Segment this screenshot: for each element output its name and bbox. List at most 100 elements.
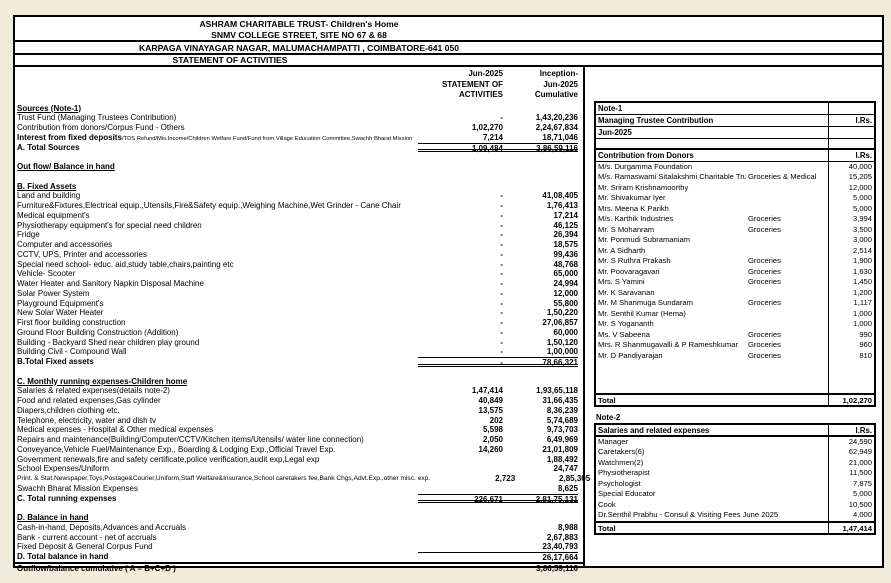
blank-row [596, 361, 874, 372]
row-label: Contribution from donors/Corpus Fund - O… [17, 123, 185, 132]
column-header-jun2025: Jun-2025 STATEMENT OF ACTIVITIES [441, 69, 503, 99]
section-heading-row: B. Fixed Assets [15, 182, 583, 192]
donor-row: Mrs. R Shanmugavalli & P Rameshkumar Groc… [596, 340, 874, 351]
row-label: Trust Fund (Managing Trustees Contributi… [17, 113, 177, 123]
statement-item-row: Building Civil - Compound Wall - 1,00,000 [15, 347, 583, 357]
jun-2025-value [418, 484, 503, 494]
donation-category: Groceries [746, 224, 783, 235]
row-label: Medical equipment's [17, 210, 90, 220]
row-label [15, 152, 418, 162]
donor-row: Mr. Sriram Krishnamoorthy 12,000 [596, 182, 874, 193]
jun-2025-value [418, 542, 503, 552]
donation-amount: 1,000 [828, 319, 874, 330]
jun-2025-value: 5,598 [482, 425, 503, 435]
donor-row: M/s. Durgamma Foundation 40,000 [596, 161, 874, 172]
donor-name: Mr. Shivakumar Iyer [598, 193, 666, 202]
donor-row: Mr. D Pandiyarajan Groceries 810 [596, 350, 874, 361]
jun-2025-value: 14,260 [478, 444, 503, 454]
statement-title-row: STATEMENT OF ACTIVITIES [15, 55, 882, 67]
note2-total-label: Total [598, 523, 616, 533]
jun-2025-value: - [500, 113, 503, 123]
donor-row: Mr. Senthil Kumar (Hema) 1,000 [596, 308, 874, 319]
donor-row: Ms. V Sabeena Groceries 990 [596, 329, 874, 340]
cumulative-value: 2,24,67,834 [535, 123, 578, 132]
row-label: Diapers,children clothing etc. [17, 405, 120, 415]
donor-name [596, 382, 828, 393]
blank-row [596, 371, 874, 382]
donor-name: Mr. Sriram Krishnamoorthy [598, 182, 689, 192]
cumulative-value: 48,768 [553, 259, 578, 269]
donation-amount: 3,500 [828, 224, 874, 235]
donation-amount: 960 [828, 340, 874, 351]
statement-rows: Sources (Note-1) Trust Fund (Managing Tru… [15, 104, 590, 573]
donation-category: Groceries [746, 266, 783, 277]
statement-item-row: CCTV, UPS, Printer and accessories - 99,43… [15, 250, 583, 260]
salaries-header-label: Salaries and related expenses [598, 425, 710, 435]
donation-category: Groceries [746, 214, 783, 224]
cumulative-value: 46,125 [553, 220, 578, 230]
jun-2025-value: - [500, 201, 503, 210]
row-label: Food and related expenses,Gas cylinder [17, 396, 161, 405]
jun-2025-value: 1,47,414 [471, 386, 503, 396]
cumulative-value [503, 377, 578, 387]
note2-title: Note-2 [596, 412, 621, 422]
salary-role: Physiotherapist [598, 468, 650, 477]
row-label: Building - Backyard Shed near children p… [17, 337, 200, 347]
donor-name: M/s. Karthik Industries Groceries [598, 214, 783, 224]
donor-name: Mr. Poovaragavan Groceries [598, 266, 783, 277]
salary-row: Psychologist 7,875 [596, 478, 874, 489]
cumulative-value [503, 162, 578, 172]
row-label: Fixed Deposit & General Corpus Fund [17, 542, 153, 552]
row-label: First floor building construction [17, 318, 126, 327]
jun-2025-value [418, 152, 503, 162]
row-label [15, 172, 418, 182]
note1-blank-row [596, 139, 874, 150]
jun-2025-value: - [500, 327, 503, 337]
donor-name: Mrs. S Yamini Groceries [598, 277, 783, 287]
statement-item-row: Physiotherapy equipment's for special ne… [15, 221, 583, 231]
statement-item-row: Repairs and maintenance(Building/Compute… [15, 435, 583, 445]
donor-row: Mr. Poovaragavan Groceries 1,630 [596, 266, 874, 277]
row-label: Physiotherapy equipment's for special ne… [17, 220, 202, 230]
managing-trustee-label: Managing Trustee Contribution [598, 116, 714, 125]
row-label: Furniture&Fixtures,Electrical equip.,Ute… [17, 201, 401, 210]
jun-2025-value [418, 162, 503, 172]
donor-name: Mr. D Pandiyarajan Groceries [598, 350, 783, 361]
jun-2025-value: 7,214 [482, 132, 503, 142]
salary-row: Watchmen(2) 21,000 [596, 457, 874, 468]
cumulative-value: 1,50,220 [546, 308, 578, 318]
column-header-cumulative: Inception- Jun-2025 Cumulative [534, 69, 578, 99]
row-label: Solar Power System [17, 288, 90, 298]
salary-amount: 11,500 [828, 468, 874, 479]
statement-item-row: Fridge - 26,394 [15, 230, 583, 240]
salary-amount: 24,590 [828, 436, 874, 447]
cumulative-value: 1,00,000 [546, 347, 578, 357]
cumulative-value: 8,36,239 [546, 405, 578, 415]
donor-name: Mr. A Sidharth [598, 245, 646, 255]
note2-total-row: Total 1,47,414 [596, 520, 874, 533]
jun-2025-value: - [500, 269, 503, 279]
donor-name: Mrs. Meena K Parikh [598, 203, 669, 213]
donor-name: Mr. Senthil Kumar (Hema) [598, 308, 686, 318]
statement-item-row: Diapers,children clothing etc. 13,575 8,36… [15, 406, 583, 416]
salary-row: Caretakers(6) 62,949 [596, 447, 874, 458]
donor-row: Mr. S Yogananth 1,000 [596, 319, 874, 330]
note1-total-label: Total [598, 395, 616, 405]
jun-2025-value [418, 182, 503, 192]
statement-total-row: B.Total Fixed assets -78,66,321 [15, 357, 583, 367]
statement-total-row: A. Total Sources 1,09,484 3,86,59,116 [15, 142, 583, 153]
jun-2025-value [418, 367, 503, 377]
cumulative-value: 17,214 [553, 210, 578, 220]
statement-item-row: Conveyance,Vehicle Fuel/Maintenance Exp.… [15, 445, 583, 455]
jun-2025-value [418, 533, 503, 543]
row-label: A. Total Sources [17, 142, 80, 152]
salary-rows: Manager 24,590 Caretakers(6) 62,949 Watchmen… [596, 436, 874, 521]
row-label: CCTV, UPS, Printer and accessories [17, 249, 147, 259]
row-label: Interest from fixed deposits/TDS Refund/… [17, 132, 413, 142]
jun-2025-value: 2,050 [482, 435, 503, 444]
donor-name: M/s. Durgamma Foundation [598, 161, 693, 171]
period-label: Jun-2025 [598, 128, 632, 137]
jun-2025-value [418, 564, 503, 572]
cumulative-value: 2,67,883 [546, 532, 578, 542]
jun-2025-value: - [500, 240, 503, 249]
